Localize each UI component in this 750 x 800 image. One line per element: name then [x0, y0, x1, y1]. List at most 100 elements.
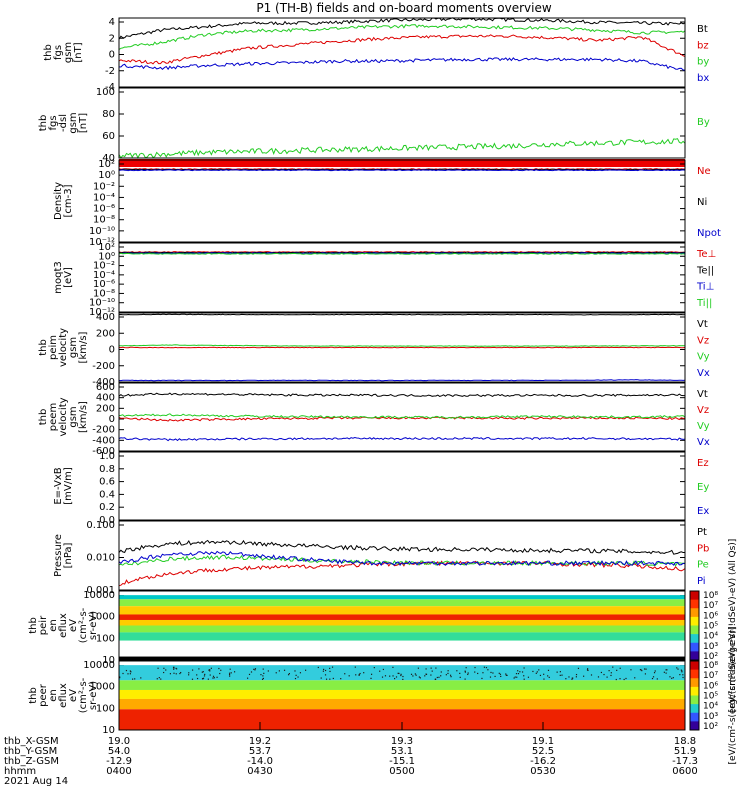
ylabel-line: eV: [68, 689, 79, 702]
spectrogram-speck: [400, 673, 402, 675]
spectrogram-speck: [382, 668, 384, 671]
series-line-Vz: [118, 346, 686, 349]
ylabel-line: [km/s]: [78, 401, 89, 433]
ylabel-line: thb: [28, 617, 39, 634]
legend-entry: Te||: [696, 265, 714, 276]
spectrogram-band: [119, 606, 685, 615]
ylabel-line: gsm: [68, 406, 79, 427]
spectrogram-speck: [392, 675, 394, 677]
ylabel-line: gsm: [68, 337, 79, 358]
colorbar-segment: [690, 616, 699, 626]
spectrogram-speck: [619, 678, 621, 680]
spectrogram-speck: [474, 671, 476, 673]
footer-value: -14.0: [247, 756, 273, 767]
footer-label: thb_Y-GSM: [4, 746, 57, 757]
spectrogram-speck: [229, 675, 231, 677]
colorbar-segment: [690, 642, 699, 652]
spectrogram-speck: [682, 674, 684, 676]
ylabel-line: [cm-3]: [63, 184, 74, 217]
spectrogram-speck: [625, 677, 627, 680]
panel-frame: [118, 520, 686, 591]
spectrogram-band: [119, 595, 685, 600]
spectrogram-speck: [348, 675, 350, 677]
spectrogram-speck: [175, 673, 177, 675]
ytick-label: 10²: [98, 242, 115, 253]
series-line-Pi: [118, 550, 686, 567]
colorbar-segment: [690, 634, 699, 644]
spectrogram-speck: [494, 675, 496, 678]
series-group: [118, 539, 686, 587]
spectrogram-speck: [644, 673, 647, 675]
series-line-Vy: [118, 413, 686, 419]
footer-value: 19.3: [391, 736, 413, 747]
ytick-label: 10⁻⁴: [93, 192, 115, 203]
colorbar-segment: [690, 712, 699, 722]
spectrogram: [119, 591, 685, 660]
spectrogram-speck: [196, 674, 198, 676]
panel-8: Pressure[nPa] 0.100 0.010 0.001 Pt Pb Pe Pi: [53, 520, 709, 596]
colorbar-segment: [690, 704, 699, 714]
ylabel-line: -dsl: [58, 114, 69, 132]
panel-frame: [118, 159, 686, 243]
footer-value: 52.5: [532, 746, 554, 757]
legend-entry: Vz: [697, 335, 709, 346]
spectrogram-band: [119, 591, 685, 596]
ylabel-line: gsm: [68, 112, 79, 133]
legend-entry: Vx: [697, 437, 710, 448]
ytick-label: 100: [96, 703, 115, 714]
colorbar-segment: [690, 608, 699, 618]
colorbar-tick: 10³: [703, 642, 718, 652]
ytick-label: 80: [102, 109, 115, 120]
legend-entry: bz: [697, 40, 709, 51]
spectrogram-speck: [419, 677, 421, 679]
spectrogram-speck: [173, 666, 175, 668]
series-group: [118, 392, 686, 442]
legend-entry: by: [697, 57, 709, 68]
panel-stack: thbfgsgsm[nT]420-2-4Btbzbybxthbfgs-dslgs…: [28, 17, 738, 764]
spectrogram-speck: [305, 669, 307, 671]
spectrogram-speck: [559, 671, 561, 673]
spectrogram-speck: [219, 672, 221, 675]
spectrogram-speck: [229, 668, 231, 670]
spectrogram-speck: [590, 674, 593, 676]
ytick-label: 4: [109, 17, 115, 28]
legend-entry: Pt: [697, 527, 707, 538]
spectrogram-speck: [600, 671, 603, 674]
spectrogram-speck: [498, 672, 500, 674]
spectrogram-speck: [565, 678, 567, 680]
spectrogram-speck: [373, 667, 375, 669]
spectrogram-speck: [559, 674, 561, 676]
spectrogram-speck: [464, 670, 466, 672]
spectrogram-speck: [575, 676, 577, 678]
spectrogram-speck: [176, 668, 178, 670]
panel-frame: [118, 590, 686, 661]
spectrogram-speck: [474, 666, 476, 669]
spectrogram-speck: [389, 675, 391, 677]
colorbar-label: [eV/(cm²-s(ergc²sr(!dSeV)-eV) (All Qs)]: [728, 539, 738, 713]
ylabel-line: en: [48, 689, 59, 702]
spectrogram-speck: [615, 678, 617, 681]
panel-ylabel: thbfgs-dslgsm[nT]: [38, 112, 89, 133]
spectrogram-speck: [196, 677, 199, 680]
spectrogram-speck: [140, 677, 142, 679]
colorbar-tick: 10⁷: [703, 601, 718, 611]
spectrogram-speck: [202, 677, 205, 679]
spectrogram-speck: [253, 668, 255, 670]
spectrogram-speck: [122, 672, 124, 675]
ytick-label: 10⁰: [98, 251, 115, 262]
spectrogram-speck: [130, 671, 132, 673]
spectrogram-speck: [536, 671, 538, 673]
footer-label: thb_X-GSM: [4, 736, 59, 747]
spectrogram-speck: [173, 672, 175, 674]
ytick-label: 10⁻⁸: [93, 288, 115, 299]
spectrogram-speck: [203, 675, 206, 677]
spectrogram-speck: [459, 676, 461, 678]
ylabel-line: moqt3: [53, 261, 64, 294]
spectrogram-speck: [505, 673, 507, 675]
footer-label: 2021 Aug 14: [4, 776, 68, 787]
spectrogram-speck: [329, 670, 331, 673]
panel-6: thbpeemvelocitygsm[km/s] 6004002000-200-4…: [38, 382, 710, 457]
ylabel-line: eV: [68, 619, 79, 632]
